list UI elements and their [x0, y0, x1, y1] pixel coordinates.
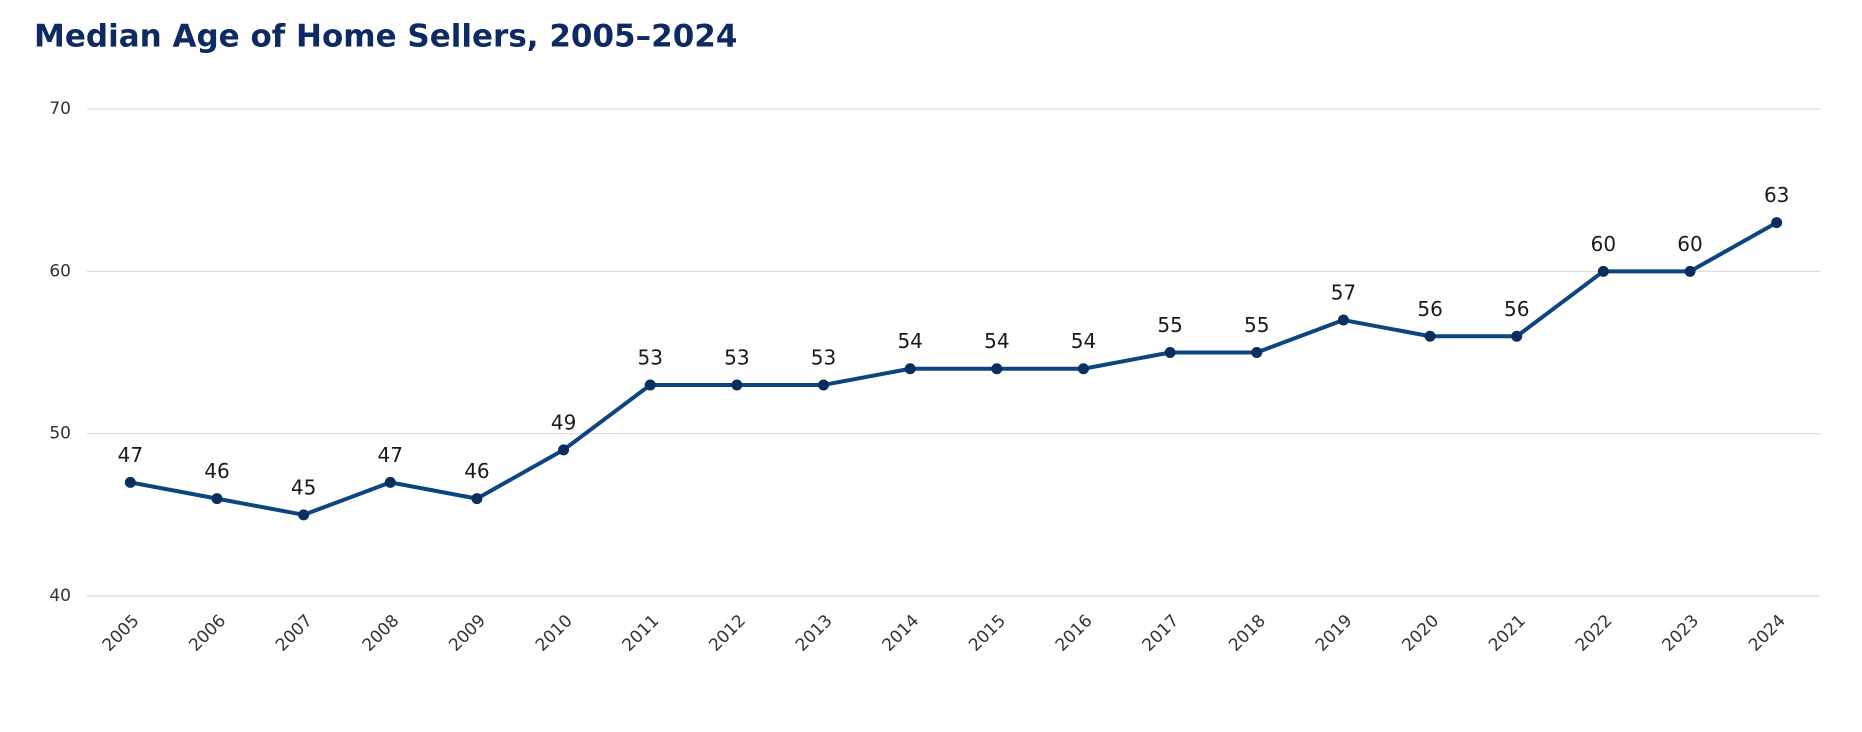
point [384, 476, 396, 488]
point [1337, 314, 1349, 326]
point [1597, 265, 1609, 277]
y-tick-label: 60 [49, 261, 71, 281]
x-tick-label: 2017 [1138, 611, 1183, 656]
value-label: 55 [1157, 313, 1182, 337]
x-tick-label: 2007 [272, 611, 317, 656]
value-label: 55 [1244, 313, 1269, 337]
point [1077, 363, 1089, 375]
x-tick-label: 2006 [185, 611, 230, 656]
point [1164, 347, 1176, 358]
x-tick-label: 2009 [445, 611, 490, 656]
point [298, 509, 310, 521]
x-tick-label: 2008 [359, 611, 404, 656]
x-tick-label: 2018 [1225, 611, 1270, 656]
value-label: 56 [1504, 297, 1529, 321]
x-tick-label: 2005 [99, 611, 144, 656]
point [904, 363, 916, 375]
point [1251, 347, 1263, 358]
value-label: 60 [1591, 232, 1616, 256]
point [991, 363, 1003, 375]
x-tick-label: 2020 [1398, 611, 1443, 656]
x-tick-label: 2013 [792, 611, 837, 656]
point [818, 379, 830, 391]
x-tick-label: 2012 [705, 611, 750, 656]
value-label: 53 [811, 345, 836, 369]
point [731, 379, 743, 391]
x-tick-label: 2011 [619, 611, 664, 656]
point [124, 476, 136, 488]
value-label: 63 [1764, 183, 1789, 207]
value-label: 54 [984, 329, 1009, 353]
point [558, 444, 570, 456]
value-label: 54 [897, 329, 922, 353]
value-label: 53 [637, 345, 662, 369]
point [1771, 217, 1783, 229]
point [644, 379, 656, 391]
y-tick-label: 70 [49, 99, 71, 119]
value-label: 54 [1071, 329, 1096, 353]
point [211, 493, 223, 505]
value-label: 47 [118, 443, 143, 467]
point [1424, 330, 1436, 342]
y-tick-label: 50 [49, 424, 71, 444]
value-label: 46 [204, 459, 229, 483]
point [471, 493, 483, 505]
value-label: 56 [1417, 297, 1442, 321]
x-tick-label: 2015 [965, 611, 1010, 656]
value-label: 45 [291, 475, 316, 499]
value-label: 49 [551, 410, 576, 434]
value-label: 47 [378, 443, 403, 467]
x-tick-label: 2023 [1658, 611, 1703, 656]
x-tick-label: 2019 [1312, 611, 1357, 656]
x-tick-label: 2022 [1572, 611, 1617, 656]
line [129, 220, 1778, 517]
value-label: 60 [1677, 232, 1702, 256]
x-tick-label: 2016 [1052, 611, 1097, 656]
point [1511, 330, 1523, 342]
chart-title: Median Age of Home Sellers, 2005–2024 [34, 19, 737, 55]
y-tick-label: 40 [49, 586, 71, 606]
x-tick-label: 2021 [1485, 611, 1530, 656]
point [1684, 265, 1696, 277]
x-tick-label: 2010 [532, 611, 577, 656]
value-label: 46 [464, 459, 489, 483]
value-label: 53 [724, 345, 749, 369]
x-tick-label: 2014 [879, 611, 924, 656]
x-tick-label: 2024 [1745, 611, 1790, 656]
value-label: 57 [1331, 281, 1356, 305]
